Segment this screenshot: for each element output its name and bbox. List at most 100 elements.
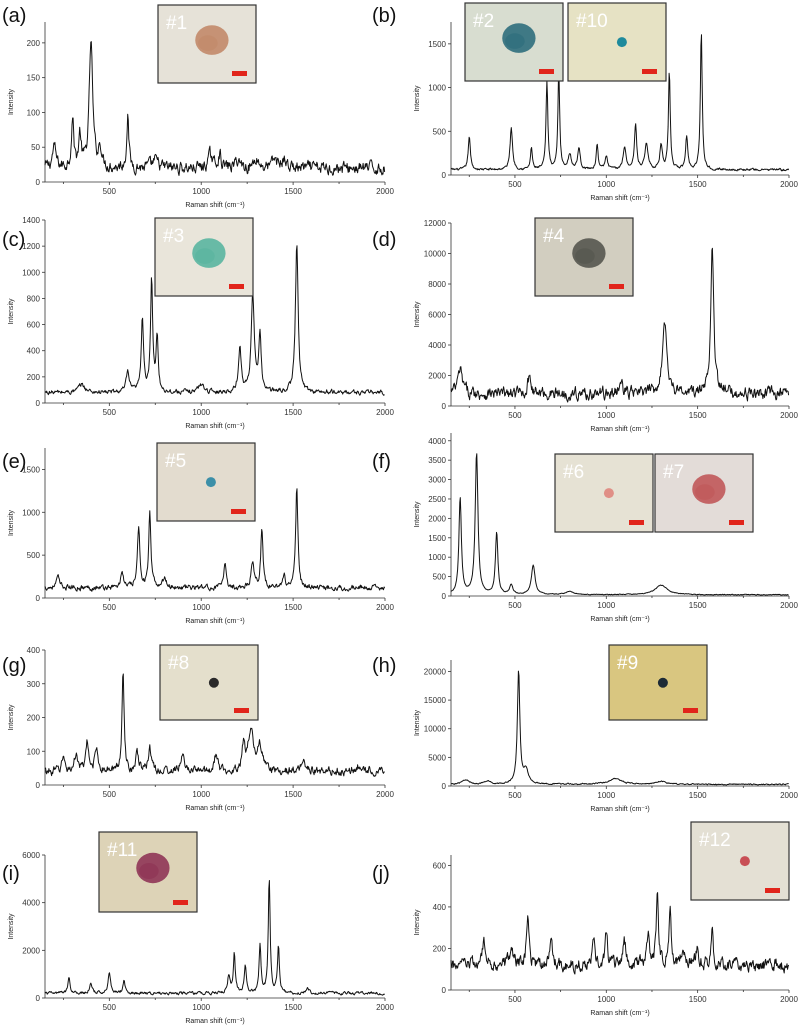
y-tick-label: 500	[433, 573, 447, 582]
sample-spot	[657, 677, 668, 688]
x-axis-title: Raman shift (cm⁻¹)	[590, 1010, 649, 1017]
panel-j: (j) 500 1000 1500 2000 0 200 400 600 Raman shift …	[372, 821, 798, 1017]
x-axis-title: Raman shift (cm⁻¹)	[185, 1018, 244, 1025]
scale-bar	[234, 708, 249, 713]
y-tick-label: 6000	[428, 311, 446, 320]
x-axis-title: Raman shift (cm⁻¹)	[590, 195, 649, 202]
x-tick-label: 500	[103, 1003, 117, 1012]
x-tick-label: 500	[508, 995, 522, 1004]
x-tick-label: 500	[103, 187, 117, 196]
sample-spot	[616, 37, 627, 48]
sample-label: #4	[543, 226, 565, 247]
y-tick-label: 0	[442, 402, 447, 411]
y-axis-title: Intensity	[8, 88, 15, 115]
sample-label: #9	[617, 653, 638, 674]
y-tick-label: 20000	[424, 667, 447, 676]
spectrum-line	[44, 673, 385, 777]
y-axis-title: Intensity	[414, 501, 421, 528]
sample-label: #3	[163, 226, 184, 247]
sample-spot	[695, 484, 715, 500]
x-tick-label: 500	[103, 790, 117, 799]
panel-i: (i) 500 1000 1500 2000 0 2000 4000 6000 Raman shi…	[2, 831, 394, 1025]
y-axis-title: Intensity	[414, 709, 421, 736]
sample-label: #12	[699, 830, 731, 851]
x-tick-label: 1000	[192, 187, 210, 196]
x-tick-label: 1000	[192, 1003, 210, 1012]
sample-label: #11	[107, 840, 137, 861]
x-tick-label: 1500	[284, 790, 302, 799]
y-tick-label: 5000	[428, 753, 446, 762]
y-tick-label: 2500	[428, 495, 446, 504]
sample-photo: #1	[157, 4, 257, 84]
y-axis-title: Intensity	[414, 85, 421, 112]
x-tick-label: 2000	[780, 791, 798, 800]
photo-frame	[154, 217, 254, 297]
sample-spot	[205, 477, 216, 488]
sample-photo: #7	[654, 453, 754, 533]
x-axis-title: Raman shift (cm⁻¹)	[185, 202, 244, 209]
panel-c: (c) 500 1000 1500 2000 0 200 400 600 800 1000 1200 1…	[2, 216, 394, 430]
y-tick-label: 400	[433, 903, 447, 912]
axes	[44, 855, 385, 999]
scale-bar	[642, 69, 657, 74]
photo-frame	[159, 644, 259, 721]
y-tick-label: 1500	[428, 534, 446, 543]
x-tick-label: 2000	[780, 180, 798, 189]
y-tick-label: 2000	[22, 946, 40, 955]
panel-letter: (c)	[2, 229, 25, 251]
panel-letter: (f)	[372, 451, 391, 473]
sample-label: #1	[166, 13, 187, 34]
panel-e: (e) 500 1000 1500 2000 0 500 1000 1500 Raman shif…	[2, 442, 394, 625]
y-tick-label: 100	[27, 108, 41, 117]
photo-frame	[690, 821, 790, 901]
spectrum-line	[450, 670, 789, 786]
x-tick-label: 2000	[780, 411, 798, 420]
sample-label: #6	[563, 462, 584, 483]
panel-letter: (a)	[2, 5, 26, 27]
y-axis-title: Intensity	[8, 298, 15, 325]
scale-bar	[609, 284, 624, 289]
x-tick-label: 1500	[284, 408, 302, 417]
y-tick-label: 2000	[428, 514, 446, 523]
y-tick-label: 600	[433, 861, 447, 870]
scale-bar	[232, 71, 247, 76]
y-tick-label: 0	[36, 178, 41, 187]
sample-spot	[198, 35, 218, 51]
sample-label: #8	[168, 653, 189, 674]
y-tick-label: 400	[27, 347, 41, 356]
scale-bar	[173, 900, 188, 905]
y-tick-label: 10000	[424, 725, 447, 734]
sample-photo: #6	[554, 453, 654, 533]
x-axis-title: Raman shift (cm⁻¹)	[185, 805, 244, 812]
sample-photo: #11	[98, 831, 198, 913]
photo-frame	[464, 2, 564, 82]
x-tick-label: 500	[508, 411, 522, 420]
x-tick-label: 2000	[780, 995, 798, 1004]
y-tick-label: 300	[27, 680, 41, 689]
y-tick-label: 1000	[428, 553, 446, 562]
sample-label: #5	[165, 451, 186, 472]
x-tick-label: 1500	[689, 601, 707, 610]
x-tick-label: 2000	[780, 601, 798, 610]
scale-bar	[683, 708, 698, 713]
y-tick-label: 0	[442, 592, 447, 601]
photo-frame	[554, 453, 654, 533]
y-tick-label: 1500	[428, 40, 446, 49]
x-tick-label: 1000	[597, 411, 615, 420]
x-tick-label: 1500	[689, 180, 707, 189]
y-tick-label: 8000	[428, 280, 446, 289]
y-tick-label: 4000	[428, 437, 446, 446]
y-tick-label: 6000	[22, 851, 40, 860]
panel-d: (d) 500 1000 1500 2000 0 2000 4000 6000 8000 10000…	[372, 217, 798, 433]
y-tick-label: 12000	[424, 219, 447, 228]
y-tick-label: 0	[442, 986, 447, 995]
y-tick-label: 0	[36, 994, 41, 1003]
scale-bar	[539, 69, 554, 74]
x-tick-label: 1000	[597, 995, 615, 1004]
panel-letter: (d)	[372, 229, 396, 251]
x-tick-label: 1500	[689, 791, 707, 800]
photo-frame	[534, 217, 634, 297]
scale-bar	[229, 284, 244, 289]
scale-bar	[231, 509, 246, 514]
